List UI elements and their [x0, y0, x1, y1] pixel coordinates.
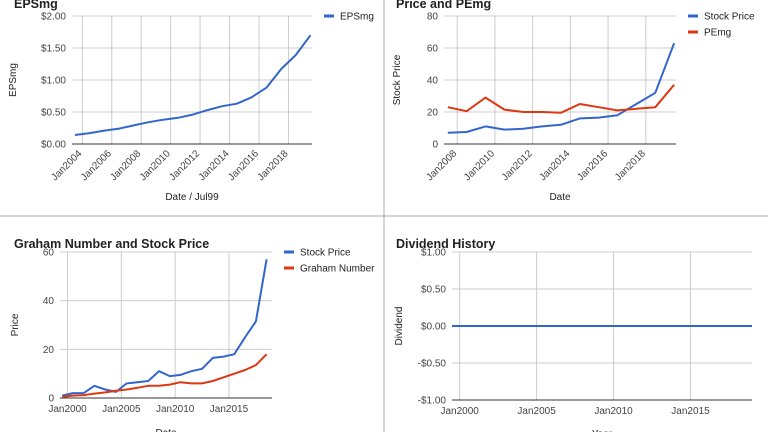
x-tick-label: Jan2000 — [441, 406, 480, 417]
x-tick-label: Jan2014 — [197, 148, 232, 183]
y-tick-label: $1.00 — [41, 76, 66, 87]
chart-title: Dividend History — [396, 237, 495, 251]
chart-title: Graham Number and Stock Price — [14, 237, 209, 251]
x-tick-label: Jan2010 — [138, 148, 173, 183]
x-tick-label: Jan2012 — [167, 148, 202, 183]
y-tick-label: $0.00 — [421, 322, 446, 333]
chart-graham: 0 20 40 60 Jan2000 Jan2005 Jan2010 Jan2015 Graha… — [10, 237, 375, 437]
y-tick-label: -$0.50 — [418, 359, 447, 370]
x-tick-label: Jan2010 — [462, 148, 497, 183]
y-tick-label: 80 — [427, 12, 439, 23]
x-tick-label: Jan2008 — [108, 148, 143, 183]
y-tick-label: 0 — [48, 394, 54, 405]
series-line-pemg — [447, 84, 675, 114]
x-tick-label: Jan2018 — [613, 148, 648, 183]
legend-label: PEmg — [704, 28, 731, 39]
chart-title: Price and PEmg — [396, 0, 491, 11]
series-line-stock-price — [447, 42, 676, 134]
y-tick-label: 60 — [43, 248, 55, 259]
series-line-graham-number — [62, 353, 268, 398]
legend-label: Graham Number — [300, 264, 375, 275]
x-tick-label: Jan2014 — [538, 148, 573, 183]
x-axis-label: Date — [155, 428, 177, 432]
legend-swatch — [284, 266, 294, 270]
y-tick-label: 60 — [427, 44, 439, 55]
x-tick-label: Jan2005 — [517, 406, 556, 417]
y-tick-label: 0 — [432, 140, 438, 151]
legend-label: EPSmg — [340, 12, 374, 23]
y-tick-label: $0.50 — [421, 285, 446, 296]
x-tick-label: Jan2004 — [50, 148, 85, 183]
legend-swatch — [688, 14, 698, 18]
legend-label: Stock Price — [300, 248, 351, 259]
y-tick-label: $0.00 — [41, 140, 66, 151]
x-tick-label: Jan2016 — [575, 148, 610, 183]
x-tick-label: Jan2015 — [210, 404, 249, 415]
x-tick-label: Jan2005 — [102, 404, 141, 415]
y-tick-label: -$1.00 — [418, 396, 447, 407]
legend-swatch — [324, 14, 334, 18]
x-tick-label: Jan2018 — [256, 148, 291, 183]
y-tick-label: $1.00 — [421, 248, 446, 259]
x-tick-label: Jan2012 — [500, 148, 535, 183]
x-tick-label: Jan2016 — [226, 148, 261, 183]
series-line-stock-price — [61, 259, 268, 397]
legend-swatch — [284, 250, 294, 254]
y-tick-label: $0.50 — [41, 108, 66, 119]
y-axis-label: EPSmg — [8, 63, 19, 97]
y-axis-label: Dividend — [394, 307, 405, 346]
y-tick-label: 20 — [43, 345, 55, 356]
y-tick-label: 20 — [427, 108, 439, 119]
chart-dividend: -$1.00 -$0.50 $0.00 $0.50 $1.00 Jan2000 Jan200… — [394, 237, 752, 437]
x-axis-label: Date / Jul99 — [165, 192, 219, 203]
y-tick-label: $2.00 — [41, 12, 66, 23]
y-tick-label: 40 — [43, 296, 55, 307]
x-tick-label: Jan2010 — [156, 404, 195, 415]
legend-swatch — [688, 30, 698, 34]
series-line-epsmg — [74, 34, 312, 136]
x-tick-label: Jan2010 — [594, 406, 633, 417]
y-tick-label: 40 — [427, 76, 439, 87]
y-axis-label: Stock Price — [392, 54, 403, 105]
chart-title: EPSmg — [14, 0, 58, 11]
y-axis-label: Price — [10, 313, 21, 336]
x-tick-label: Jan2008 — [424, 148, 459, 183]
legend-label: Stock Price — [704, 12, 755, 23]
x-tick-label: Jan2015 — [671, 406, 710, 417]
x-tick-label: Jan2000 — [48, 404, 87, 415]
x-tick-label: Jan2006 — [79, 148, 114, 183]
x-axis-label: Date — [549, 192, 571, 203]
chart-eps: $0.00$0.50$1.00$1.50$2.00Jan2004Jan2006J… — [8, 0, 374, 203]
y-tick-label: $1.50 — [41, 44, 66, 55]
